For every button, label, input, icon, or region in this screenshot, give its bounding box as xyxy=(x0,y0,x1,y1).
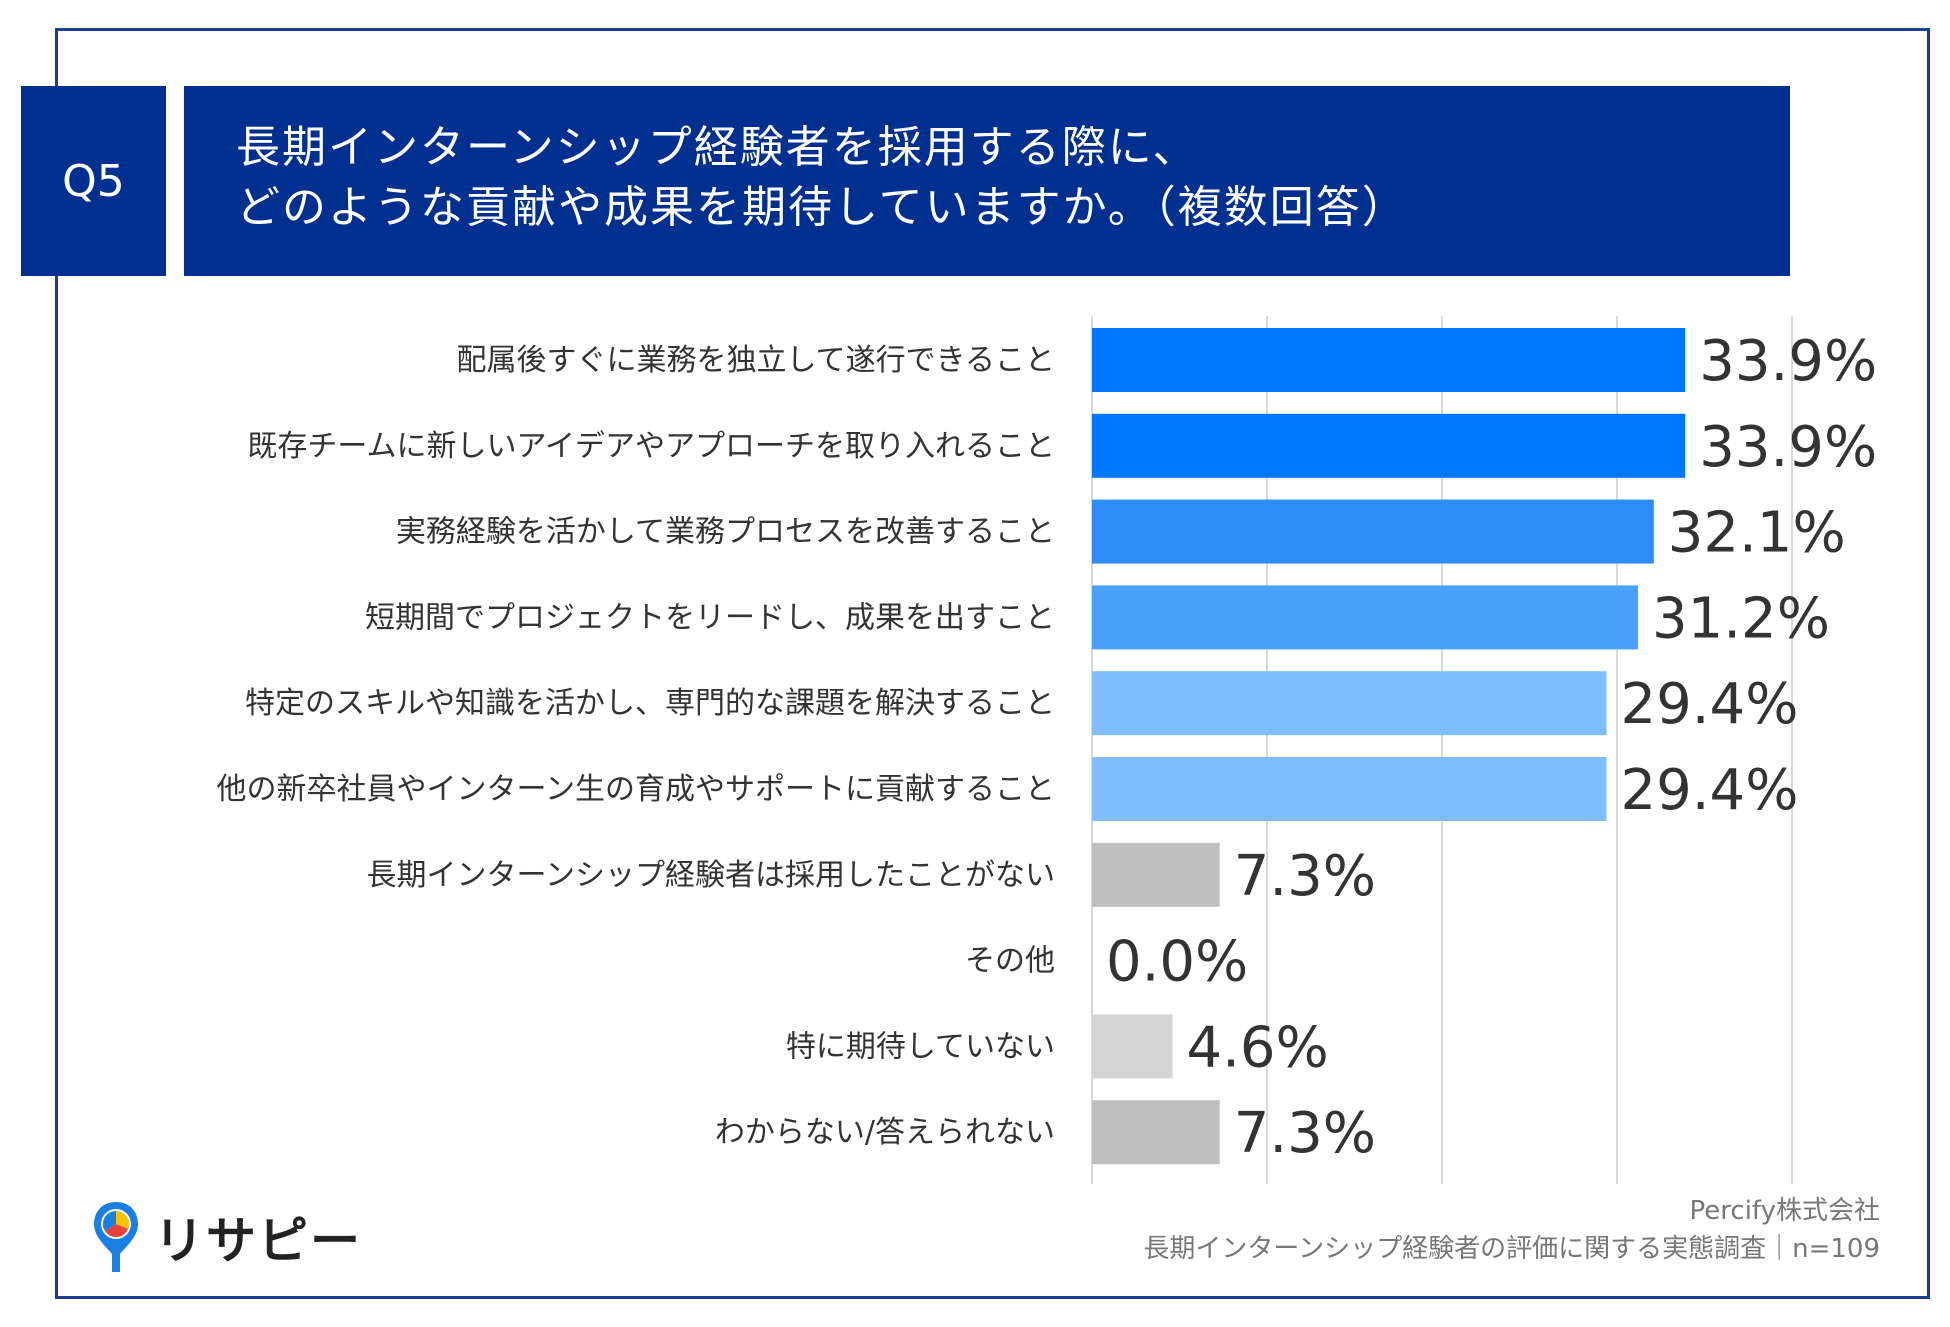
category-label-0: 配属後すぐに業務を独立して遂行できること xyxy=(457,343,1056,378)
category-label-3: 短期間でプロジェクトをリードし、成果を出すこと xyxy=(365,600,1055,635)
value-label-4: 29.4% xyxy=(1621,672,1799,737)
logo-text: リサピー xyxy=(154,1212,362,1270)
bar-5 xyxy=(1092,757,1607,821)
category-label-5: 他の新卒社員やインターン生の育成やサポートに貢献すること xyxy=(217,772,1056,807)
footer-survey: 長期インターンシップ経験者の評価に関する実態調査｜n=109 xyxy=(1143,1234,1880,1264)
bar-6 xyxy=(1092,842,1220,907)
value-label-6: 7.3% xyxy=(1234,844,1376,909)
question-title-banner: 長期インターンシップ経験者を採用する際に、 どのような貢献や成果を期待しています… xyxy=(184,86,1790,276)
category-label-1: 既存チームに新しいアイデアやアプローチを取り入れること xyxy=(247,429,1055,464)
footer-company: Percify株式会社 xyxy=(1689,1196,1880,1226)
value-label-1: 33.9% xyxy=(1699,415,1877,480)
category-label-9: わからない/答えられない xyxy=(715,1115,1055,1150)
brand-logo: リサピー xyxy=(90,1198,362,1276)
value-label-8: 4.6% xyxy=(1187,1015,1329,1080)
category-label-4: 特定のスキルや知識を活かし、専門的な課題を解決すること xyxy=(245,686,1055,721)
value-label-2: 32.1% xyxy=(1668,501,1846,566)
bar-3 xyxy=(1092,585,1638,650)
value-label-7: 0.0% xyxy=(1106,930,1248,995)
question-number: Q5 xyxy=(62,155,125,207)
question-number-badge: Q5 xyxy=(21,86,166,276)
bar-8 xyxy=(1092,1014,1173,1079)
location-pin-pie-icon xyxy=(94,1202,138,1272)
category-label-6: 長期インターンシップ経験者は採用したことがない xyxy=(367,858,1056,893)
chart-frame xyxy=(55,28,1930,1299)
bar-1 xyxy=(1092,413,1686,478)
value-label-5: 29.4% xyxy=(1621,758,1799,823)
category-label-7: その他 xyxy=(965,944,1055,979)
value-label-3: 31.2% xyxy=(1652,586,1830,651)
question-title-line1: 長期インターンシップ経験者を採用する際に、 xyxy=(236,122,1199,173)
value-label-0: 33.9% xyxy=(1699,329,1877,394)
bar-0 xyxy=(1092,328,1686,392)
question-title-line2: どのような貢献や成果を期待していますか。（複数回答） xyxy=(236,182,1408,233)
bar-2 xyxy=(1092,499,1654,564)
footer-source: Percify株式会社 長期インターンシップ経験者の評価に関する実態調査｜n=1… xyxy=(1143,1192,1880,1268)
value-label-9: 7.3% xyxy=(1234,1101,1376,1166)
category-label-8: 特に期待していない xyxy=(786,1029,1055,1064)
category-label-2: 実務経験を活かして業務プロセスを改善すること xyxy=(396,515,1055,550)
bar-9 xyxy=(1092,1100,1220,1165)
bar-4 xyxy=(1092,671,1607,736)
